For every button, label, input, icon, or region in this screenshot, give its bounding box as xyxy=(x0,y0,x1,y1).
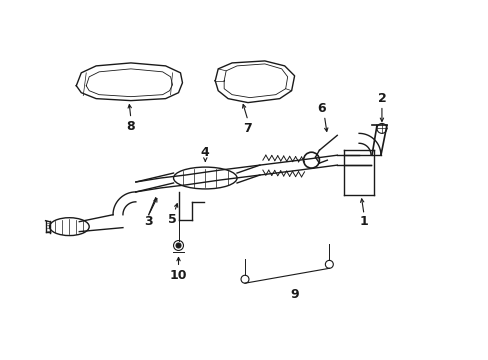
Text: 4: 4 xyxy=(201,146,209,159)
Text: 2: 2 xyxy=(377,92,386,105)
Text: 5: 5 xyxy=(168,213,177,226)
Text: 6: 6 xyxy=(316,102,325,115)
Text: 7: 7 xyxy=(243,122,252,135)
Text: 10: 10 xyxy=(169,269,187,282)
Circle shape xyxy=(176,243,181,248)
Text: 8: 8 xyxy=(126,120,135,133)
Text: 1: 1 xyxy=(359,215,367,228)
Text: 9: 9 xyxy=(290,288,298,301)
Text: 3: 3 xyxy=(144,215,153,228)
